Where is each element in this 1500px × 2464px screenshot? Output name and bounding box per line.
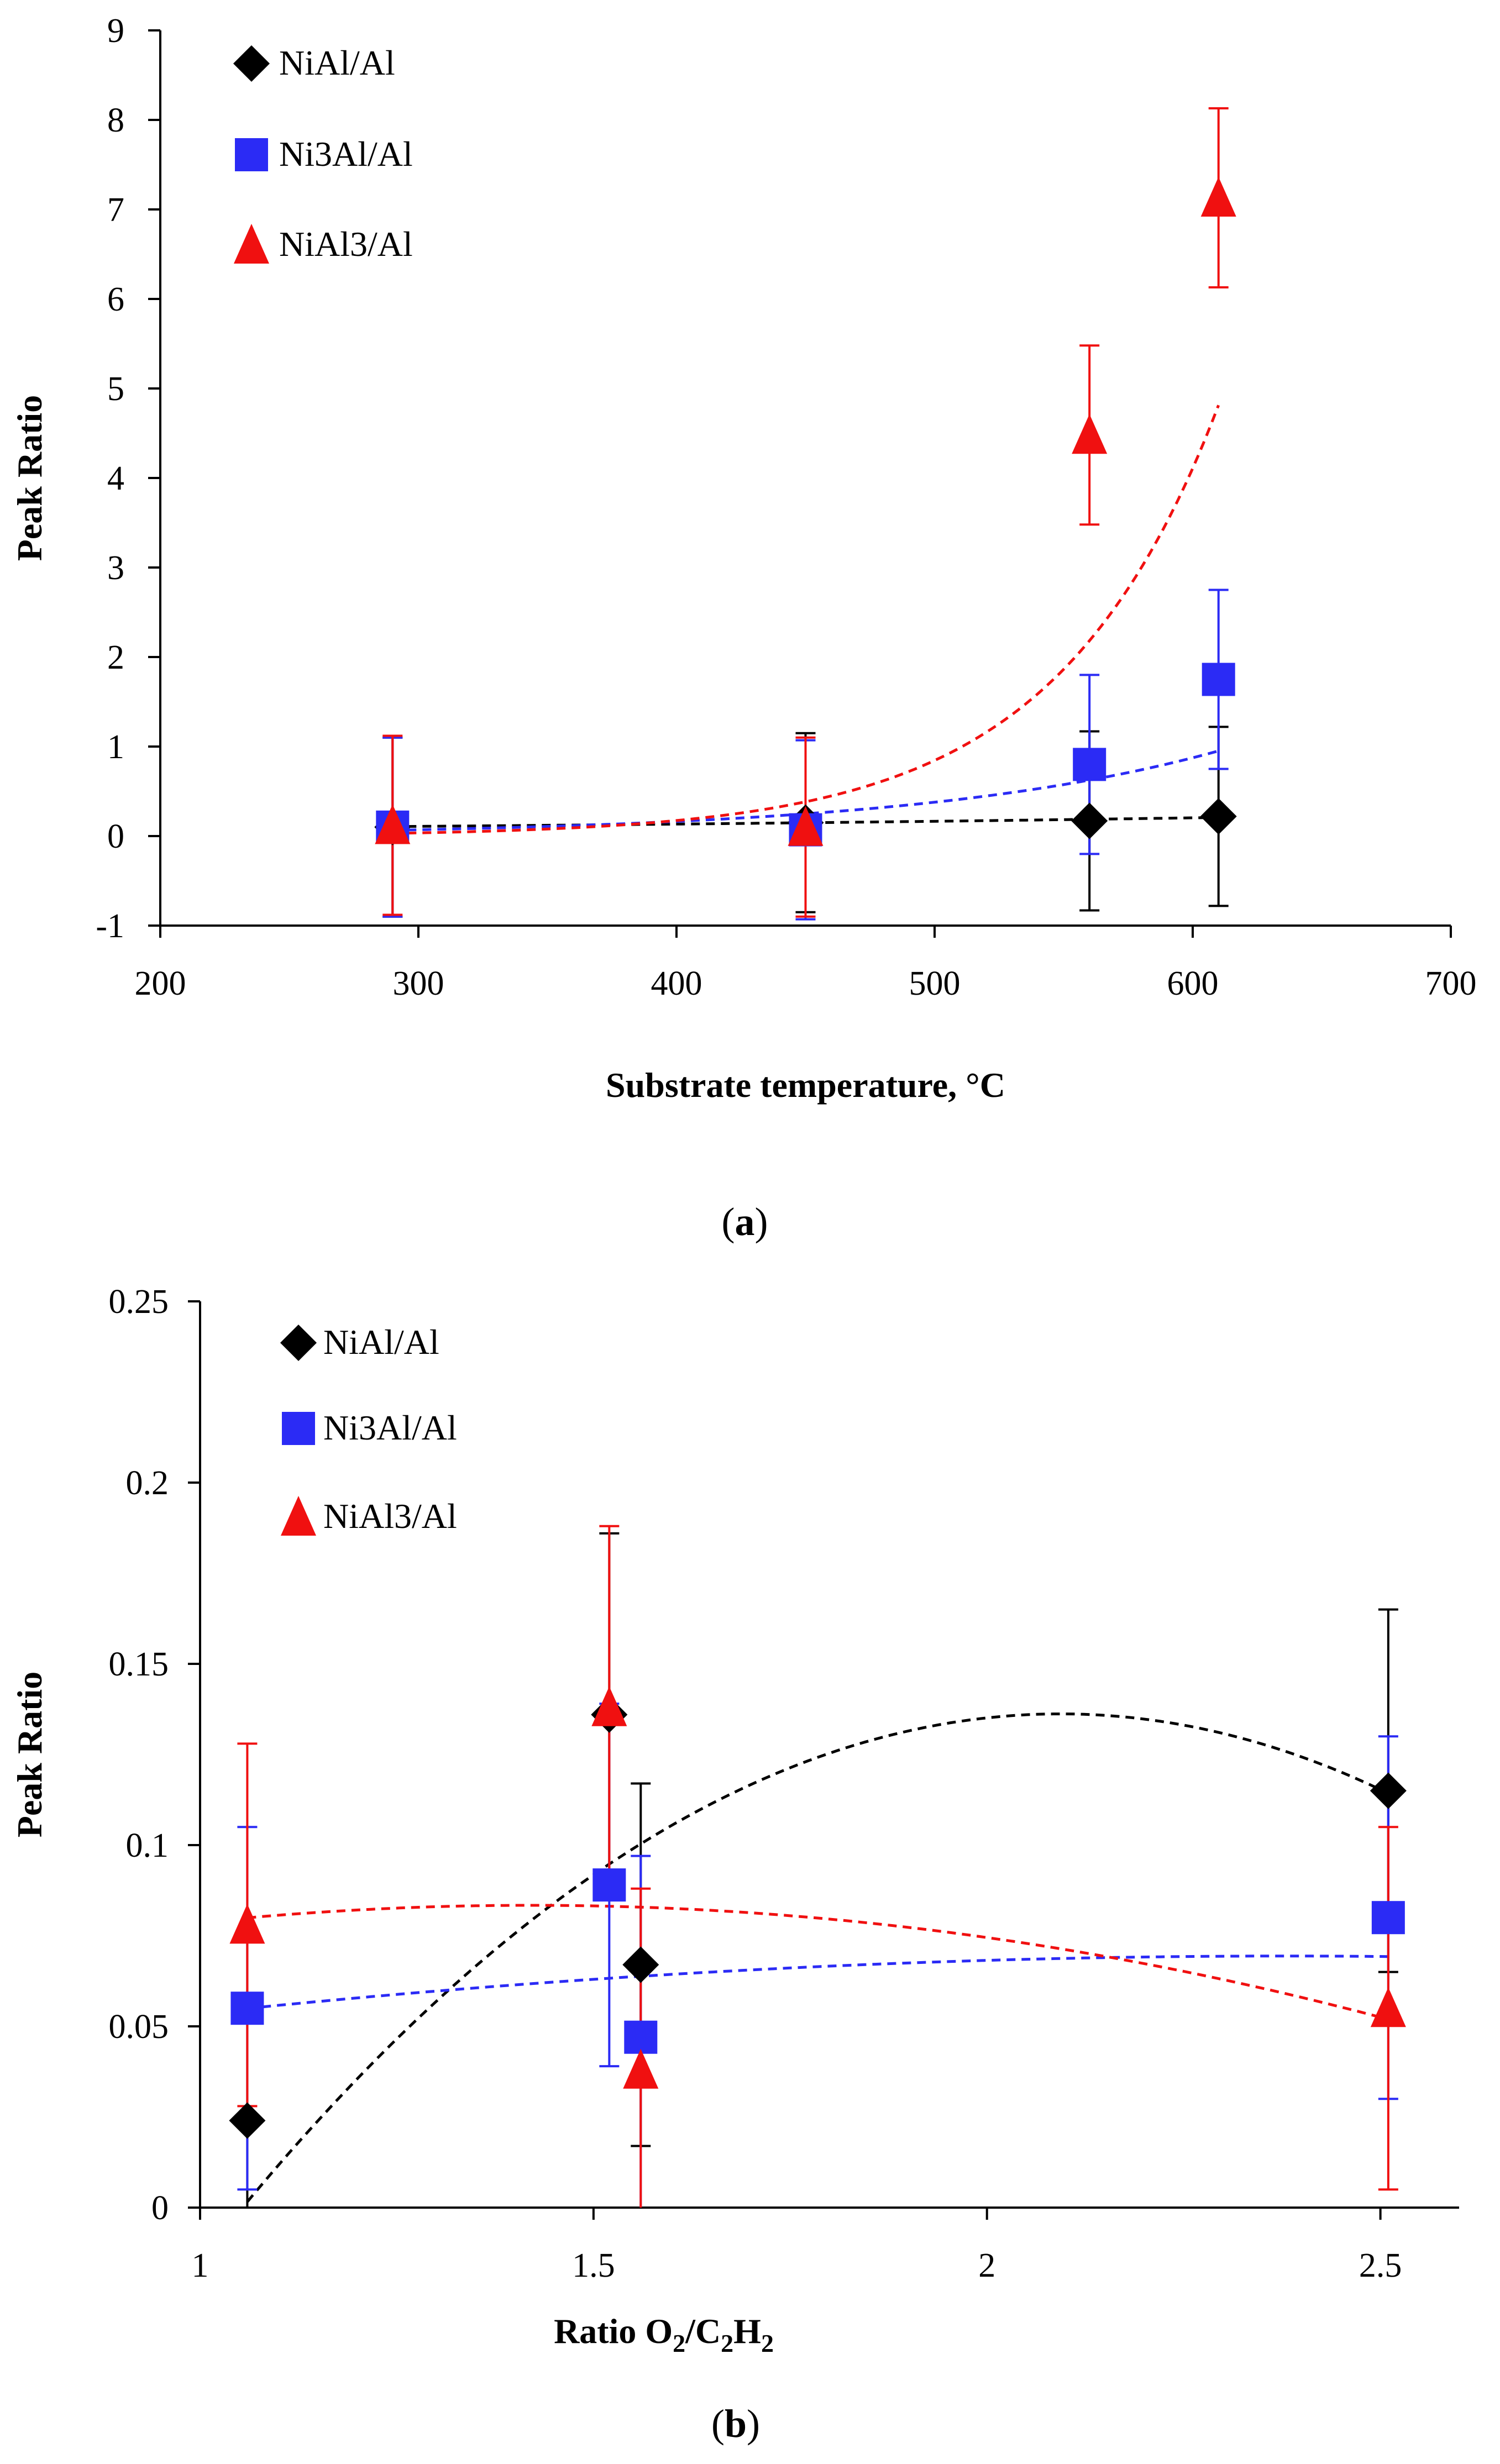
- x-axis-title-subscript: 2: [721, 2329, 733, 2357]
- data-point-nial3-al: [1072, 414, 1108, 454]
- y-tick-label: 7: [107, 191, 124, 229]
- chart-panel-a: -1 0 1 2 3 4 5 6 7 8 9 200 300 400 500 600 700 Peak Ratio…: [10, 12, 1477, 1244]
- legend-label: NiAl/Al: [279, 43, 395, 82]
- x-tick-label: 2.5: [1359, 2247, 1402, 2284]
- y-tick-label: 3: [107, 549, 124, 587]
- panel-caption: (a): [722, 1200, 768, 1244]
- x-tick-label: 2: [978, 2247, 995, 2284]
- x-axis-title-subscript: 2: [673, 2329, 685, 2357]
- legend-marker: [234, 224, 269, 264]
- y-tick-label: 9: [107, 12, 124, 50]
- x-tick-label: 400: [651, 965, 702, 1002]
- data-point-nial3-al: [375, 804, 411, 844]
- y-axis-title: Peak Ratio: [10, 1672, 49, 1837]
- caption-letter: b: [725, 2402, 747, 2446]
- y-tick-label: 0.25: [109, 1283, 169, 1321]
- x-axis-title-part: Ratio O: [554, 2311, 673, 2351]
- y-tick-label: -1: [96, 907, 124, 945]
- trendline-nial-al: [246, 1712, 1389, 2203]
- y-tick-label: 6: [107, 281, 124, 318]
- y-tick-label: 4: [107, 460, 124, 497]
- legend-label: Ni3Al/Al: [323, 1408, 457, 1447]
- caption-paren: ): [747, 2402, 760, 2446]
- x-tick-label: 500: [909, 965, 961, 1002]
- data-point-nial-al: [229, 2102, 266, 2139]
- y-tick-label: 0.05: [109, 2008, 169, 2046]
- x-axis-title-part: /C: [685, 2311, 721, 2351]
- data-point-ni3al-al: [624, 2020, 658, 2054]
- trendline-ni3al-al: [392, 749, 1219, 832]
- data-point-nial3-al: [1370, 1987, 1406, 2027]
- trendline-ni3al-al: [247, 1955, 1388, 2010]
- x-axis-title-part: H: [733, 2311, 761, 2351]
- x-tick-label: 600: [1167, 965, 1219, 1002]
- data-point-nial3-al: [788, 806, 824, 846]
- legend-marker: [280, 1325, 317, 1361]
- legend-label: NiAl3/Al: [323, 1496, 457, 1536]
- data-point-ni3al-al: [1371, 1901, 1405, 1935]
- legend-label: Ni3Al/Al: [279, 134, 413, 174]
- x-tick-label: 1.5: [572, 2247, 615, 2284]
- data-point-nial-al: [1200, 798, 1237, 835]
- legend-marker: [235, 138, 268, 171]
- caption-paren: (: [711, 2402, 725, 2446]
- caption-paren: ): [755, 1200, 768, 1244]
- y-tick-label: 0.15: [109, 1646, 169, 1683]
- legend-marker: [282, 1412, 315, 1445]
- caption-letter: a: [735, 1200, 755, 1244]
- legend-label: NiAl3/Al: [279, 224, 413, 264]
- data-point-nial-al: [1370, 1772, 1407, 1809]
- x-tick-label: 300: [393, 965, 444, 1002]
- panel-caption: (b): [711, 2402, 760, 2446]
- y-tick-label: 2: [107, 639, 124, 676]
- data-point-nial-al: [622, 1946, 659, 1983]
- trendline-nial3-al: [247, 1904, 1389, 2021]
- data-point-nial3-al: [623, 2048, 659, 2089]
- legend-marker: [233, 45, 270, 82]
- x-tick-label: 700: [1425, 965, 1477, 1002]
- y-tick-label: 0.2: [126, 1464, 169, 1502]
- x-axis-title: Substrate temperature, °C: [606, 1065, 1005, 1105]
- chart-panel-b: 0 0.05 0.1 0.15 0.2 0.25 1 1.5 2 2.5 Peak Ratio Rat…: [10, 1283, 1459, 2446]
- x-axis-title: Ratio O2/C2H2: [554, 2311, 774, 2357]
- y-axis-title: Peak Ratio: [10, 395, 49, 561]
- data-point-nial-al: [1071, 802, 1108, 839]
- x-tick-label: 1: [192, 2247, 209, 2284]
- x-axis-title-subscript: 2: [761, 2329, 774, 2357]
- data-point-ni3al-al: [592, 1868, 626, 1902]
- y-tick-label: 8: [107, 102, 124, 139]
- legend-label: NiAl/Al: [323, 1322, 439, 1362]
- y-tick-label: 1: [107, 728, 124, 766]
- data-point-nial3-al: [1200, 176, 1236, 217]
- y-tick-label: 0: [151, 2189, 169, 2227]
- legend-marker: [281, 1496, 316, 1536]
- y-tick-label: 0: [107, 818, 124, 855]
- x-tick-label: 200: [135, 965, 186, 1002]
- caption-paren: (: [722, 1200, 735, 1244]
- y-tick-label: 5: [107, 370, 124, 408]
- data-point-nial3-al: [591, 1686, 627, 1726]
- data-point-ni3al-al: [1073, 748, 1106, 781]
- trendline-nial3-al: [392, 404, 1220, 835]
- data-point-ni3al-al: [230, 1992, 264, 2025]
- data-point-nial3-al: [229, 1904, 265, 1944]
- y-tick-label: 0.1: [126, 1827, 169, 1864]
- data-point-ni3al-al: [1202, 663, 1235, 696]
